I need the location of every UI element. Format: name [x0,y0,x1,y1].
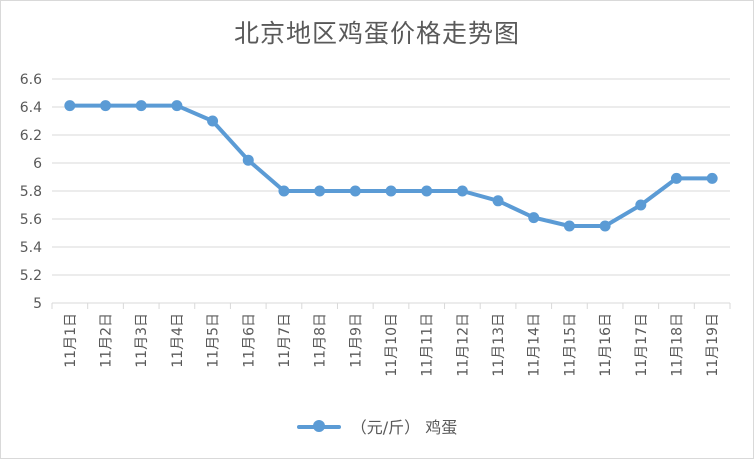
x-tick-label: 11月10日 [384,313,400,377]
data-point [207,115,219,127]
data-point [492,195,504,207]
x-tick-label: 11月7日 [277,313,293,368]
data-point [171,100,183,112]
data-point [242,154,254,166]
legend-label: （元/斤） 鸡蛋 [350,418,458,437]
series-line [67,103,715,228]
x-tick-label: 11月15日 [562,313,578,377]
data-point [349,185,361,197]
x-tick-label: 11月13日 [491,313,507,377]
x-tick-label: 11月18日 [669,313,685,377]
legend-line-marker-icon [296,419,341,433]
y-tick-label: 6.2 [20,128,42,144]
data-point [635,199,647,211]
data-point [670,172,682,184]
x-tick-label: 11月2日 [99,313,115,368]
x-tick-label: 11月1日 [63,313,79,368]
chart-title: 北京地区鸡蛋价格走势图 [233,19,520,48]
x-tick-label: 11月12日 [455,313,471,377]
x-tick-label: 11月6日 [241,313,257,368]
x-tick-label: 11月11日 [420,313,436,377]
data-point [385,185,397,197]
data-point [528,212,540,224]
x-tick-label: 11月19日 [705,313,721,377]
data-point [278,185,290,197]
x-tick-label: 11月17日 [634,313,650,377]
data-point [563,220,575,232]
data-point [135,100,147,112]
y-tick-label: 5.8 [20,184,42,200]
data-point [421,185,433,197]
y-tick-label: 5.2 [20,268,42,284]
x-tick-label: 11月9日 [348,313,364,368]
y-tick-label: 6 [33,156,42,172]
y-tick-label: 6.4 [20,100,42,116]
x-tick-label: 11月5日 [206,313,222,368]
y-tick-label: 5.4 [20,240,42,256]
x-tick-label: 11月14日 [527,313,543,377]
y-tick-label: 5 [33,296,42,312]
data-point [100,100,112,112]
x-tick-label: 11月4日 [170,313,186,368]
data-point [64,100,76,112]
data-point [706,172,718,184]
x-tick-label: 11月3日 [134,313,150,368]
data-point [456,185,468,197]
x-tick-label: 11月16日 [598,313,614,377]
data-point [314,185,326,197]
y-tick-label: 6.6 [20,72,42,88]
legend: （元/斤） 鸡蛋 [0,414,754,438]
y-tick-label: 5.6 [20,212,42,228]
data-point [599,220,611,232]
x-tick-label: 11月8日 [313,313,329,368]
